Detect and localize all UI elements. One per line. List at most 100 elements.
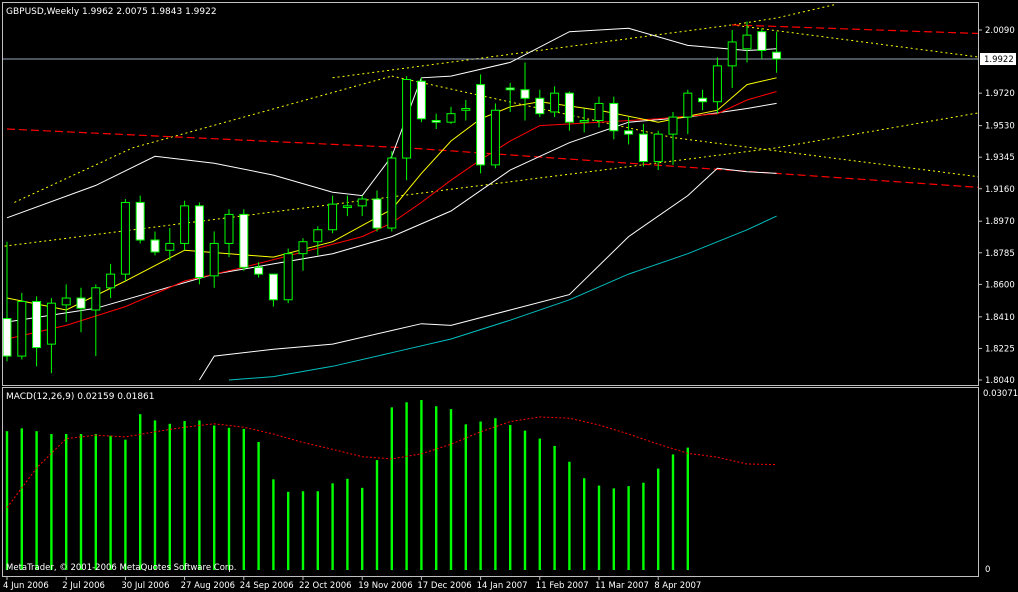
candle: [683, 89, 693, 135]
candle-body: [564, 92, 574, 123]
macd-bar: [331, 483, 334, 570]
candle: [416, 77, 426, 123]
candle-body: [209, 242, 219, 277]
macd-panel-frame: [2, 387, 979, 577]
macd-bar: [435, 406, 438, 570]
candle: [268, 273, 278, 307]
candle-body: [535, 97, 545, 115]
candle-body: [712, 65, 722, 103]
candle-body: [653, 133, 663, 162]
candle-body: [668, 116, 678, 135]
candle-body: [180, 205, 190, 244]
macd-bar: [301, 491, 305, 570]
ma-fast-line: [6, 77, 777, 311]
candle-body: [520, 89, 530, 99]
macd-bar: [316, 491, 319, 570]
candle: [328, 195, 338, 234]
candle: [135, 195, 145, 244]
candle-body: [757, 31, 767, 51]
macd-bar: [361, 487, 364, 570]
macd-bar: [287, 491, 290, 570]
y-tick-label: 1.9530: [985, 122, 1015, 132]
x-tick-label: 30 Jul 2006: [121, 581, 169, 591]
x-tick-label: 27 Aug 2006: [181, 581, 235, 591]
candle: [224, 209, 234, 258]
macd-bar: [65, 434, 68, 570]
macd-bar: [346, 478, 349, 570]
candle: [520, 62, 530, 121]
candle: [32, 296, 42, 367]
macd-label: MACD(12,26,9) 0.02159 0.01861: [6, 392, 155, 402]
candle: [624, 117, 634, 145]
candle-body: [298, 241, 308, 255]
y-tick-label: 1.8040: [985, 376, 1015, 386]
trendline-3: [391, 75, 978, 178]
candle-body: [165, 242, 175, 251]
candle-body: [32, 300, 42, 349]
macd-bar: [553, 445, 556, 570]
candle: [298, 238, 308, 271]
candle-body: [431, 119, 441, 123]
macd-bar: [449, 409, 453, 570]
macd-bar: [612, 488, 615, 570]
candle-body: [476, 84, 486, 166]
candle: [431, 113, 441, 130]
candle-body: [594, 102, 604, 121]
candle-body: [254, 266, 264, 275]
macd-bar: [198, 420, 201, 570]
price-panel: [3, 3, 978, 381]
macd-bar: [568, 461, 571, 570]
candle: [106, 263, 116, 299]
macd-bar: [257, 441, 260, 570]
trendline-0: [3, 112, 978, 247]
candle: [357, 195, 367, 217]
candle-body: [283, 253, 293, 301]
candle-body: [579, 119, 589, 123]
macd-bar: [597, 485, 601, 570]
candle-body: [550, 92, 560, 113]
y-tick-label: 1.9720: [985, 89, 1015, 99]
y-tick-label: 1.8225: [985, 344, 1015, 354]
candle: [490, 103, 500, 169]
macd-bar: [50, 434, 53, 570]
candle: [150, 231, 160, 256]
candle-body: [387, 157, 397, 229]
candle-body: [268, 273, 278, 301]
candle-body: [505, 87, 515, 91]
x-tick-label: 8 Apr 2007: [654, 581, 701, 591]
ma-slow-line: [6, 91, 777, 340]
candle: [283, 248, 293, 304]
candle-body: [76, 297, 86, 309]
candle-body: [402, 79, 412, 159]
current-price-badge: [980, 53, 1016, 66]
y-tick-label: 2.0090: [985, 26, 1015, 36]
candle: [638, 123, 648, 167]
candle-body: [135, 201, 145, 241]
candle-body: [772, 51, 782, 60]
candle: [594, 96, 604, 128]
candle: [550, 86, 560, 118]
candle: [772, 31, 782, 73]
macd-bar: [272, 479, 275, 570]
candle-body: [490, 109, 500, 166]
candle: [727, 30, 737, 89]
y-tick-label: 1.8970: [985, 217, 1015, 227]
candle: [342, 195, 352, 217]
macd-bar: [20, 428, 23, 570]
candle-body: [328, 203, 338, 231]
macd-bar: [420, 400, 423, 570]
macd-bar: [139, 414, 142, 570]
candle-body: [624, 130, 634, 135]
candle-body: [357, 198, 367, 207]
x-tick-label: 17 Dec 2006: [417, 581, 471, 591]
bollinger-lower-line: [198, 167, 777, 381]
candle: [712, 57, 722, 114]
candle: [757, 28, 767, 60]
macd-bar: [657, 468, 660, 570]
candle-body: [416, 80, 426, 120]
macd-bar: [79, 434, 83, 570]
current-price-label: 1.9922: [984, 55, 1014, 65]
x-tick-label: 11 Feb 2007: [536, 581, 589, 591]
macd-bar: [494, 418, 497, 570]
